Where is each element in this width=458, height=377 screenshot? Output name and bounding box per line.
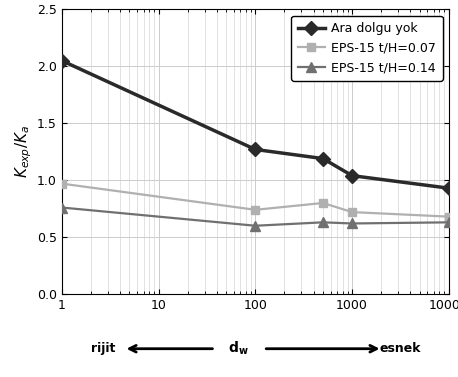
Ara dolgu yok	[446, 186, 452, 190]
Line: EPS-15 t/H=0.14: EPS-15 t/H=0.14	[57, 203, 454, 231]
Ara dolgu yok	[59, 58, 65, 63]
EPS-15 t/H=0.14	[253, 224, 258, 228]
EPS-15 t/H=0.07	[59, 181, 65, 186]
Text: rijit: rijit	[91, 342, 115, 355]
EPS-15 t/H=0.07	[349, 210, 355, 215]
Text: esnek: esnek	[380, 342, 421, 355]
Ara dolgu yok	[320, 156, 326, 161]
EPS-15 t/H=0.07	[446, 215, 452, 219]
Ara dolgu yok	[253, 147, 258, 152]
Legend: Ara dolgu yok, EPS-15 t/H=0.07, EPS-15 t/H=0.14: Ara dolgu yok, EPS-15 t/H=0.07, EPS-15 t…	[291, 16, 442, 81]
Line: Ara dolgu yok: Ara dolgu yok	[57, 56, 454, 193]
Line: EPS-15 t/H=0.07: EPS-15 t/H=0.07	[58, 179, 453, 221]
Ara dolgu yok	[349, 173, 355, 178]
EPS-15 t/H=0.07	[320, 201, 326, 205]
EPS-15 t/H=0.14	[59, 205, 65, 210]
Y-axis label: $K_{exp}/K_a$: $K_{exp}/K_a$	[14, 125, 34, 178]
EPS-15 t/H=0.14	[446, 220, 452, 225]
EPS-15 t/H=0.14	[349, 221, 355, 226]
Text: $\mathbf{d_w}$: $\mathbf{d_w}$	[228, 340, 249, 357]
EPS-15 t/H=0.07	[253, 208, 258, 212]
EPS-15 t/H=0.14	[320, 220, 326, 225]
